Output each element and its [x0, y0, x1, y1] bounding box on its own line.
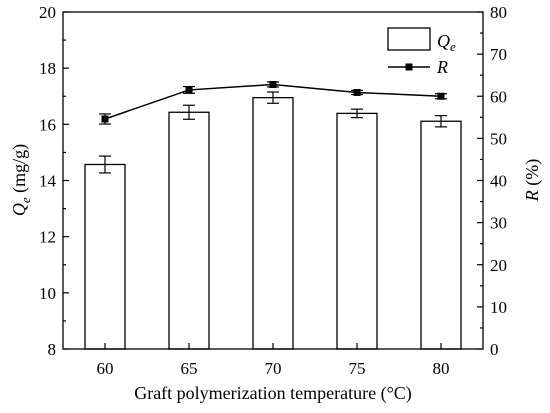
qe-error-bar-75 [351, 108, 363, 119]
right-y-tick-label-50: 50 [490, 129, 507, 148]
qe-error-bar-60 [99, 155, 111, 174]
left-y-axis-title-unit: (mg/g) [9, 144, 30, 198]
x-axis-title: Graft polymerization temperature (°C) [134, 383, 412, 404]
legend-bar-swatch [387, 27, 431, 51]
legend: Qe R [387, 27, 456, 77]
r-point-75 [353, 88, 361, 96]
x-tick-label-80: 80 [433, 359, 450, 378]
x-tick-label-75: 75 [349, 359, 366, 378]
left-y-axis-title-main: Q [9, 203, 29, 216]
x-tick-label-70: 70 [265, 359, 282, 378]
r-point-70 [269, 80, 277, 88]
x-tick-label-65: 65 [181, 359, 198, 378]
left-y-axis-title: Qe (mg/g) [9, 144, 33, 216]
qe-error-bar-70 [267, 91, 279, 104]
qe-bar-60 [84, 163, 126, 350]
legend-line-marker [405, 63, 413, 71]
x-tick-label-60: 60 [97, 359, 114, 378]
right-y-axis-ticks: 0 10 20 30 40 50 60 70 80 [477, 3, 507, 359]
left-y-tick-label-10: 10 [39, 284, 56, 303]
r-point-65 [185, 86, 193, 94]
left-y-tick-label-12: 12 [39, 228, 56, 247]
qe-bar-65 [168, 111, 210, 350]
right-y-axis-title-main: R [522, 190, 542, 202]
legend-r-label: R [436, 57, 448, 77]
right-y-axis-title-unit: (%) [522, 159, 543, 190]
r-series [99, 80, 447, 125]
right-y-tick-label-20: 20 [490, 256, 507, 275]
legend-qe-main: Q [437, 31, 450, 51]
qe-error-bar-65 [183, 104, 195, 120]
right-y-tick-label-0: 0 [490, 340, 499, 359]
left-y-tick-label-18: 18 [39, 59, 56, 78]
right-y-tick-label-80: 80 [490, 3, 507, 22]
qe-bar-80 [420, 120, 462, 350]
left-y-tick-label-14: 14 [39, 172, 57, 191]
right-y-tick-label-10: 10 [490, 298, 507, 317]
qe-bar-70 [252, 97, 294, 350]
qe-error-bar-80 [435, 115, 447, 128]
left-y-axis-title-subscript: e [18, 197, 33, 203]
legend-qe-label: Qe [437, 31, 456, 54]
qe-error-bars [99, 91, 447, 174]
r-point-60 [101, 115, 109, 123]
right-y-tick-label-30: 30 [490, 214, 507, 233]
left-y-tick-label-8: 8 [48, 340, 57, 359]
right-y-tick-label-40: 40 [490, 172, 507, 191]
right-y-tick-label-60: 60 [490, 87, 507, 106]
qe-bars [84, 97, 462, 350]
right-y-axis-title: R (%) [522, 159, 543, 202]
r-point-80 [437, 92, 445, 100]
qe-bar-75 [336, 112, 378, 350]
left-y-tick-label-20: 20 [39, 3, 56, 22]
left-y-tick-label-16: 16 [39, 115, 56, 134]
right-y-tick-label-70: 70 [490, 45, 507, 64]
legend-qe-subscript: e [450, 39, 456, 54]
left-y-axis-ticks: 8 10 12 14 16 18 20 [39, 3, 69, 359]
x-axis-ticks: 60 65 70 75 80 [97, 343, 450, 378]
